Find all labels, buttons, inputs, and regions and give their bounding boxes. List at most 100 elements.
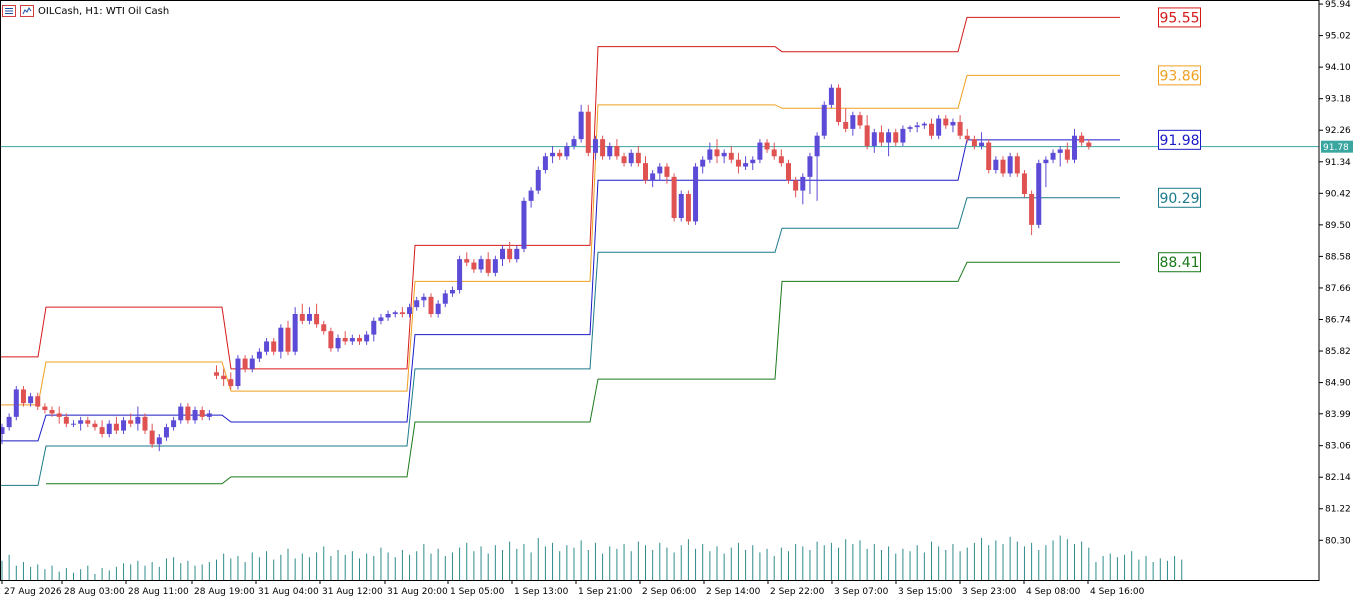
candle-body <box>535 170 541 191</box>
chart-window-icon[interactable] <box>20 5 34 17</box>
chart-list-icon[interactable] <box>2 5 16 17</box>
level-label-s1: 90.29 <box>1159 191 1199 207</box>
candle-body <box>485 259 491 273</box>
price-tick-label: 95.02 <box>1325 32 1351 42</box>
candle-body <box>421 296 427 301</box>
time-tick-label: 4 Sep 08:00 <box>1026 587 1081 597</box>
price-tick-label: 80.30 <box>1325 536 1351 546</box>
candle-body <box>20 389 26 404</box>
candle-body <box>571 139 577 146</box>
candle-body <box>271 341 277 352</box>
price-tick-label: 95.94 <box>1325 0 1351 10</box>
level-label-box <box>1158 187 1201 208</box>
candle-body <box>163 427 169 438</box>
candle-body <box>743 163 749 167</box>
candle-body <box>979 142 985 146</box>
candle-body <box>121 420 127 431</box>
candle-body <box>1079 135 1085 143</box>
candle-body <box>478 259 484 270</box>
candle-body <box>693 166 699 222</box>
candle-body <box>192 410 198 421</box>
level-line-r2 <box>0 16 1120 370</box>
candle-body <box>156 437 162 445</box>
time-tick-label: 1 Sep 05:00 <box>450 587 505 597</box>
candle-body <box>771 149 777 157</box>
candle-body <box>1086 142 1092 147</box>
price-tick-label: 83.06 <box>1325 442 1351 452</box>
chart-header: OILCash, H1: WTI Oil Cash <box>2 3 169 19</box>
price-tick-label: 81.22 <box>1325 505 1351 515</box>
candle-body <box>435 303 441 314</box>
candle-body <box>256 351 262 359</box>
price-tick-label: 94.10 <box>1325 63 1351 73</box>
candle-body <box>628 152 634 164</box>
candle-body <box>528 190 534 201</box>
plot-frame <box>0 0 1320 581</box>
price-tick-label: 90.42 <box>1325 189 1351 199</box>
candle-body <box>349 338 355 342</box>
candle-body <box>778 156 784 164</box>
level-line-r1 <box>0 74 1120 406</box>
candle-body <box>836 87 842 122</box>
candle-body <box>500 248 505 260</box>
candle-body <box>564 146 570 157</box>
time-tick-label: 31 Aug 12:00 <box>322 587 383 597</box>
candle-body <box>643 163 648 181</box>
candle-body <box>1000 159 1006 174</box>
time-tick-label: 1 Sep 21:00 <box>578 587 633 597</box>
candle-body <box>800 176 806 191</box>
level-label-box <box>1158 252 1201 273</box>
time-tick-label: 28 Aug 11:00 <box>128 587 189 597</box>
candle-body <box>35 396 41 407</box>
candle-body <box>171 420 177 428</box>
candle-body <box>385 314 391 318</box>
price-tick-label: 86.74 <box>1325 315 1351 325</box>
candle-body <box>1036 163 1042 225</box>
price-tick-label: 92.26 <box>1325 126 1351 136</box>
candle-body <box>242 358 248 369</box>
price-tick-label: 88.58 <box>1325 252 1351 262</box>
candle-body <box>664 166 670 177</box>
level-label-s2: 88.41 <box>1159 255 1199 271</box>
candle-body <box>199 410 205 417</box>
candle-body <box>821 104 827 136</box>
candle-body <box>728 152 734 160</box>
time-tick-label: 4 Sep 16:00 <box>1090 587 1145 597</box>
candle-body <box>650 173 656 181</box>
candle-body <box>49 410 55 414</box>
candle-body <box>1072 135 1077 160</box>
time-axis: 27 Aug 2026 28 Aug 03:00 28 Aug 11:00 28 Au… <box>1 580 1145 597</box>
level-label-box <box>1158 129 1201 150</box>
candle-body <box>857 115 863 126</box>
candle-body <box>63 416 69 424</box>
candle-body <box>449 290 455 294</box>
time-tick-label: 31 Aug 20:00 <box>387 587 448 597</box>
candle-body <box>28 396 34 404</box>
volume-bars <box>1 535 1183 580</box>
candle-body <box>335 338 341 349</box>
candles <box>0 84 1092 452</box>
candle-body <box>299 314 305 321</box>
pivot-levels <box>0 16 1120 486</box>
price-tick-label: 87.66 <box>1325 284 1351 294</box>
candle-body <box>264 341 270 352</box>
candle-body <box>235 358 241 386</box>
candle-body <box>399 312 405 314</box>
time-tick-label: 3 Sep 07:00 <box>834 587 889 597</box>
price-tick-label: 93.18 <box>1325 95 1351 105</box>
candle-body <box>185 406 191 421</box>
candle-body <box>893 132 899 143</box>
candle-body <box>921 123 927 126</box>
level-label-box <box>1158 7 1201 28</box>
time-tick-label: 27 Aug 2026 <box>4 587 62 597</box>
candle-body <box>1021 173 1027 194</box>
time-tick-label: 28 Aug 19:00 <box>194 587 255 597</box>
candle-body <box>414 300 420 308</box>
candle-body <box>607 146 613 157</box>
candle-body <box>721 152 727 157</box>
candle-body <box>1007 156 1013 174</box>
candle-body <box>1014 156 1020 174</box>
level-line-s2 <box>46 261 1120 485</box>
candle-body <box>106 423 112 434</box>
